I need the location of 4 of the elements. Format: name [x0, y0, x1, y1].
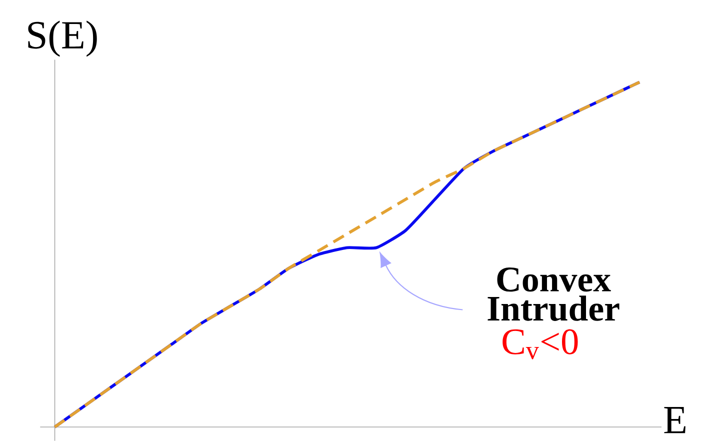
annotation: C$_{v}$<0	[502, 329, 578, 360]
y-axis-title: S(E)	[28, 20, 97, 57]
x-axis-title: E	[664, 407, 686, 434]
annotation: Convex Intruder	[488, 268, 620, 321]
